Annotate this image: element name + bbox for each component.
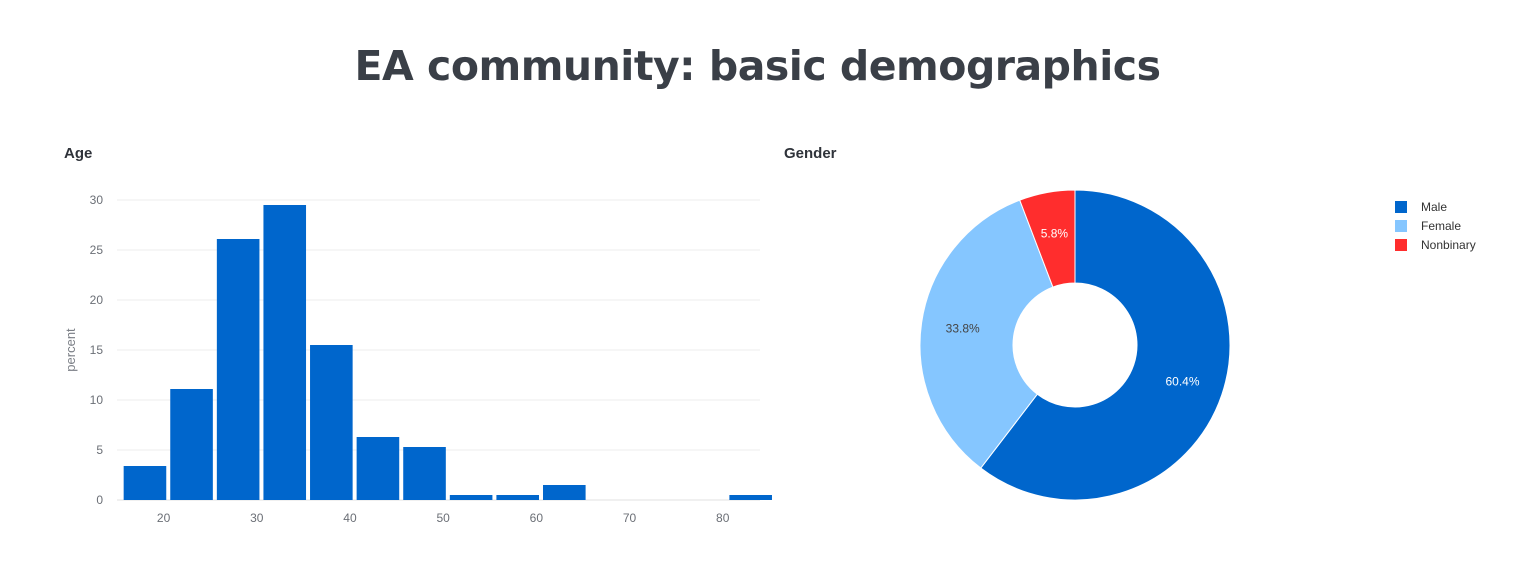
x-tick-label: 50 — [436, 511, 450, 525]
legend-item-female[interactable]: Female — [1395, 216, 1476, 235]
y-axis-label: percent — [63, 328, 78, 372]
age-bar[interactable] — [543, 485, 586, 500]
legend-swatch-nonbinary — [1395, 238, 1407, 251]
donut-slice-female[interactable] — [919, 199, 1054, 469]
page-title: EA community: basic demographics — [354, 42, 1161, 90]
legend-swatch-female — [1395, 219, 1407, 232]
donut-slice-nonbinary[interactable] — [1019, 189, 1076, 288]
legend-item-nonbinary[interactable]: Nonbinary — [1395, 235, 1476, 254]
y-tick-label: 10 — [90, 393, 104, 407]
age-bar[interactable] — [356, 437, 400, 500]
age-bar[interactable] — [403, 447, 446, 500]
age-bar[interactable] — [123, 466, 167, 500]
x-tick-label: 70 — [623, 511, 637, 525]
donut-slice-male[interactable] — [980, 189, 1231, 501]
y-tick-label: 0 — [96, 493, 103, 507]
age-bar[interactable] — [263, 205, 307, 500]
y-tick-label: 30 — [90, 193, 104, 207]
gender-donut-chart: 60.4% 33.8% 5.8% — [919, 189, 1231, 501]
donut-data-label: 60.4% — [1165, 374, 1199, 388]
legend-item-male[interactable]: Male — [1395, 197, 1476, 216]
age-chart-title: Age — [64, 145, 93, 162]
x-tick-label: 40 — [343, 511, 357, 525]
age-bar[interactable] — [216, 239, 260, 500]
x-tick-label: 30 — [250, 511, 264, 525]
legend-label-female: Female — [1421, 218, 1462, 233]
age-bar[interactable] — [496, 495, 540, 500]
x-tick-label: 80 — [716, 511, 730, 525]
gender-legend: Male Female Nonbinary — [1395, 197, 1476, 254]
y-tick-label: 20 — [90, 293, 104, 307]
legend-label-nonbinary: Nonbinary — [1421, 237, 1476, 252]
age-bar[interactable] — [449, 495, 493, 500]
age-bar[interactable] — [310, 345, 353, 500]
legend-label-male: Male — [1421, 199, 1448, 214]
y-tick-label: 25 — [90, 243, 104, 257]
y-tick-label: 15 — [90, 343, 104, 357]
age-bar[interactable] — [729, 495, 772, 500]
age-histogram: 0 5 10 15 20 25 30 20 30 40 50 60 70 80 percent — [63, 193, 772, 525]
gender-chart-title: Gender — [784, 145, 837, 162]
donut-data-label: 33.8% — [946, 322, 980, 336]
x-tick-label: 60 — [530, 511, 544, 525]
x-tick-label: 20 — [157, 511, 171, 525]
age-bar[interactable] — [170, 389, 213, 500]
donut-data-label: 5.8% — [1041, 226, 1069, 240]
legend-swatch-male — [1395, 200, 1407, 213]
y-tick-label: 5 — [96, 443, 103, 457]
